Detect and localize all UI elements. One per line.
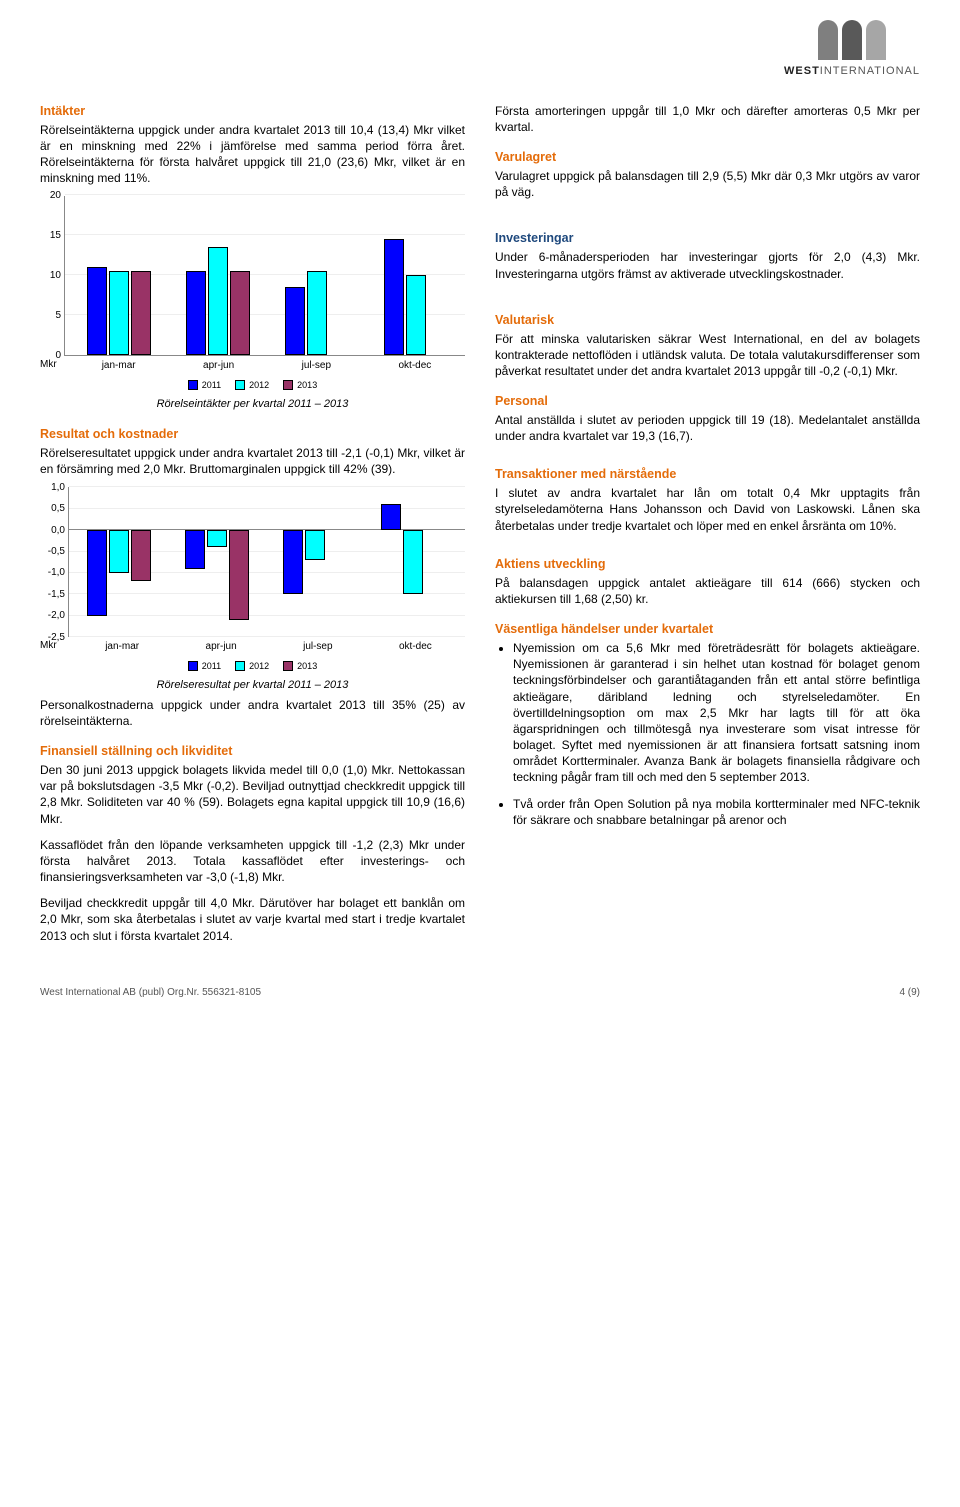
para-resultat: Rörelseresultatet uppgick under andra kv…: [40, 445, 465, 477]
bar: [384, 239, 404, 355]
para-finansiell-3: Beviljad checkkredit uppgår till 4,0 Mkr…: [40, 895, 465, 944]
bar: [131, 271, 151, 355]
logo-text: WESTINTERNATIONAL: [784, 64, 920, 79]
para-aktien: På balansdagen uppgick antalet aktieägar…: [495, 575, 920, 607]
bar-group: [381, 487, 451, 637]
legend-item: 2013: [283, 379, 317, 391]
bar: [381, 504, 401, 530]
bar: [229, 530, 249, 620]
bar: [87, 530, 107, 616]
x-label: jul-sep: [302, 359, 331, 373]
x-label: apr-jun: [203, 359, 234, 373]
event-item: Nyemission om ca 5,6 Mkr med företrädesr…: [513, 640, 920, 786]
legend-item: 2011: [188, 379, 221, 391]
x-label: jan-mar: [102, 359, 136, 373]
heading-varulagret: Varulagret: [495, 149, 920, 166]
event-item: Två order från Open Solution på nya mobi…: [513, 796, 920, 828]
legend: 2011 2012 2013: [40, 660, 465, 672]
bar: [307, 271, 327, 355]
para-varulagret: Varulagret uppgick på balansdagen till 2…: [495, 168, 920, 200]
bar: [230, 271, 250, 355]
bar-group: [285, 271, 349, 355]
bar: [131, 530, 151, 581]
bar: [403, 530, 423, 594]
bar-group: [283, 487, 353, 637]
para-personal: Antal anställda i slutet av perioden upp…: [495, 412, 920, 444]
para-finansiell-1: Den 30 juni 2013 uppgick bolagets likvid…: [40, 762, 465, 827]
heading-transaktioner: Transaktioner med närstående: [495, 466, 920, 483]
chart-caption: Rörelseintäkter per kvartal 2011 – 2013: [40, 397, 465, 412]
chart-rorelseresultat: -2,5-2,0-1,5-1,0-0,50,00,51,0Mkrjan-mara…: [40, 487, 465, 692]
x-label: jul-sep: [303, 640, 332, 654]
bar: [285, 287, 305, 355]
para-investeringar: Under 6-månadersperioden har investering…: [495, 249, 920, 281]
legend-item: 2013: [283, 660, 317, 672]
bar-group: [185, 487, 255, 637]
x-label: okt-dec: [399, 640, 432, 654]
bar: [87, 267, 107, 355]
para-valutarisk: För att minska valutarisken säkrar West …: [495, 331, 920, 380]
legend-item: 2011: [188, 660, 221, 672]
bar: [283, 530, 303, 594]
footer-left: West International AB (publ) Org.Nr. 556…: [40, 986, 261, 1000]
heading-aktien: Aktiens utveckling: [495, 556, 920, 573]
logo-shapes: [784, 20, 920, 60]
heading-intakter: Intäkter: [40, 103, 465, 120]
para-finansiell-2: Kassaflödet från den löpande verksamhete…: [40, 837, 465, 886]
heading-investeringar: Investeringar: [495, 230, 920, 247]
bar: [109, 530, 129, 573]
legend-item: 2012: [235, 379, 269, 391]
x-label: okt-dec: [398, 359, 431, 373]
y-unit: Mkr: [40, 358, 57, 372]
heading-valutarisk: Valutarisk: [495, 312, 920, 329]
chart-caption: Rörelseresultat per kvartal 2011 – 2013: [40, 678, 465, 693]
para-intakter: Rörelseintäkterna uppgick under andra kv…: [40, 122, 465, 187]
heading-personal: Personal: [495, 393, 920, 410]
bar: [185, 530, 205, 569]
heading-resultat: Resultat och kostnader: [40, 426, 465, 443]
bar: [305, 530, 325, 560]
bar: [207, 530, 227, 547]
bar: [208, 247, 228, 355]
x-label: jan-mar: [105, 640, 139, 654]
legend: 2011 2012 2013: [40, 379, 465, 391]
y-unit: Mkr: [40, 639, 57, 653]
bar-group: [384, 239, 448, 355]
footer-right: 4 (9): [899, 986, 920, 1000]
bar-group: [186, 247, 250, 355]
chart-rorelseintakter: 05101520Mkrjan-marapr-junjul-sepokt-dec2…: [40, 196, 465, 411]
logo: WESTINTERNATIONAL: [40, 20, 920, 79]
heading-vasentliga: Väsentliga händelser under kvartalet: [495, 621, 920, 638]
heading-finansiell: Finansiell ställning och likviditet: [40, 743, 465, 760]
legend-item: 2012: [235, 660, 269, 672]
right-column: Första amorteringen uppgår till 1,0 Mkr …: [495, 89, 920, 946]
left-column: Intäkter Rörelseintäkterna uppgick under…: [40, 89, 465, 946]
bar-group: [87, 267, 151, 355]
para-personalkostnader: Personalkostnaderna uppgick under andra …: [40, 697, 465, 729]
footer: West International AB (publ) Org.Nr. 556…: [40, 986, 920, 1000]
events-list: Nyemission om ca 5,6 Mkr med företrädesr…: [495, 640, 920, 828]
para-transaktioner: I slutet av andra kvartalet har lån om t…: [495, 485, 920, 534]
bar: [186, 271, 206, 355]
para-amortering: Första amorteringen uppgår till 1,0 Mkr …: [495, 103, 920, 135]
bar-group: [87, 487, 157, 637]
bar: [109, 271, 129, 355]
bar: [406, 275, 426, 355]
x-label: apr-jun: [206, 640, 237, 654]
